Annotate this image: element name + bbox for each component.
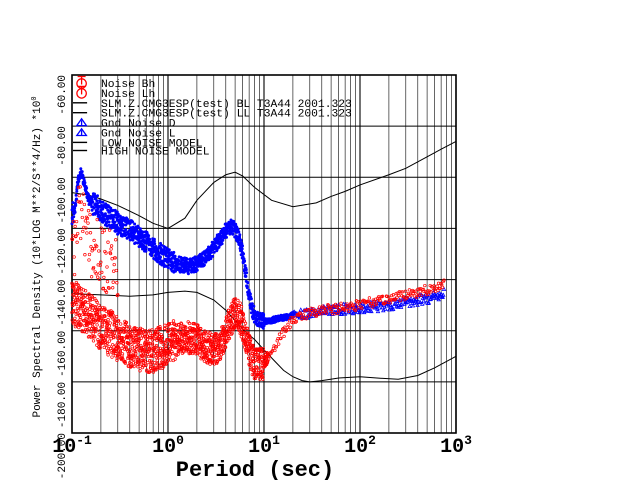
svg-text:102: 102 <box>344 433 376 459</box>
svg-text:Period (sec): Period (sec) <box>176 458 334 480</box>
svg-text:101: 101 <box>248 433 280 459</box>
svg-text:103: 103 <box>440 433 472 459</box>
svg-text:HIGH NOISE MODEL: HIGH NOISE MODEL <box>101 147 210 159</box>
svg-text:-120.00: -120.00 <box>57 228 69 274</box>
svg-text:100: 100 <box>152 433 184 459</box>
svg-text:-140.00: -140.00 <box>57 280 69 326</box>
svg-text:10-1: 10-1 <box>52 433 92 459</box>
svg-text:-100.00: -100.00 <box>57 177 69 223</box>
svg-text:-180.00: -180.00 <box>57 382 69 428</box>
svg-text:-80.00: -80.00 <box>57 126 69 166</box>
svg-text:-160.00: -160.00 <box>57 331 69 377</box>
svg-text:-60.00: -60.00 <box>57 75 69 115</box>
svg-text:Power Spectral Density (10*LOG: Power Spectral Density (10*LOG M**2/S**4… <box>31 96 44 417</box>
